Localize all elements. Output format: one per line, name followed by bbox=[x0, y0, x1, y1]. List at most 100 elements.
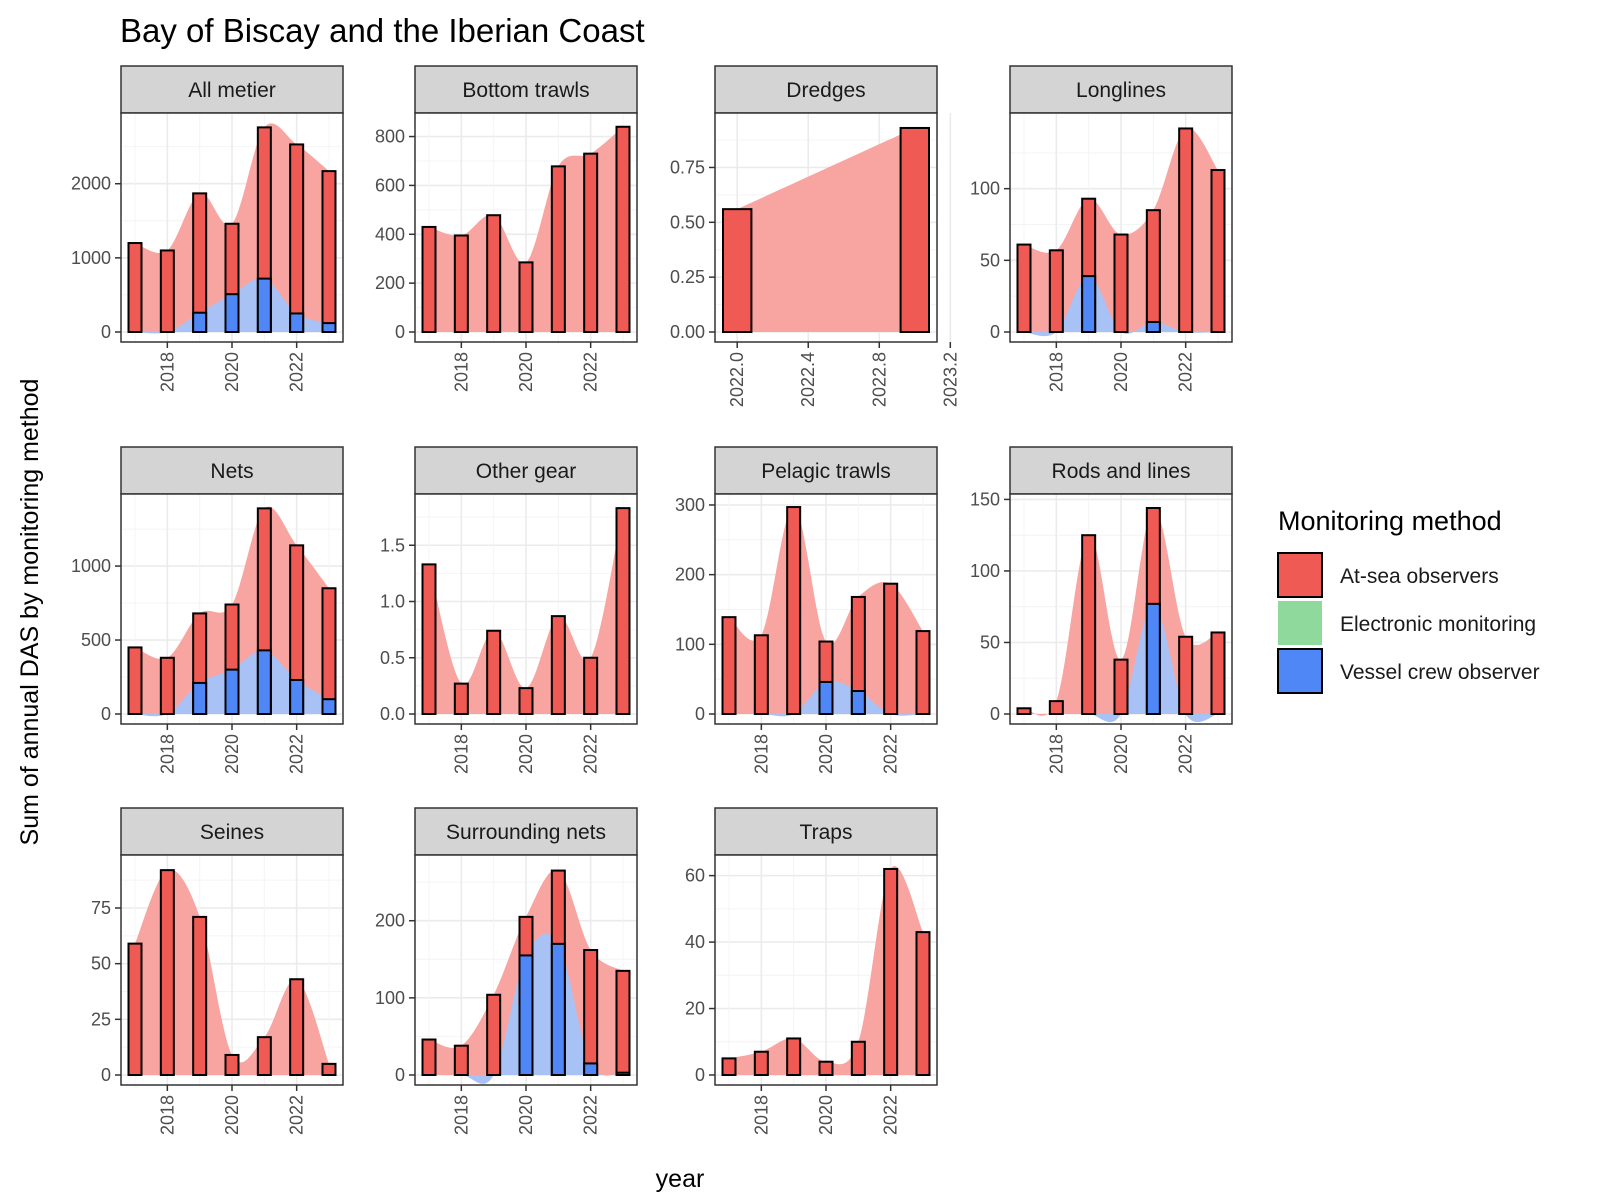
bar-at-sea-observers bbox=[1081, 534, 1097, 716]
bar-vessel-crew-observer bbox=[256, 277, 272, 334]
facet-strip bbox=[120, 65, 344, 114]
bar-at-sea-observers bbox=[883, 582, 899, 716]
bar-at-sea-observers bbox=[1178, 127, 1194, 333]
y-tick-label: 2000 bbox=[71, 174, 111, 194]
bar-at-sea-observers bbox=[127, 242, 143, 333]
y-tick-label: 25 bbox=[91, 1009, 111, 1029]
x-tick-label: 2022 bbox=[287, 352, 307, 392]
y-tick-label: 100 bbox=[970, 179, 1000, 199]
bar-at-sea-observers bbox=[486, 214, 502, 333]
x-tick-label: 2018 bbox=[1046, 734, 1066, 774]
y-tick-label: 0.00 bbox=[670, 322, 705, 342]
x-tick-label: 2022 bbox=[287, 734, 307, 774]
legend-label-at-sea-observers: At-sea observers bbox=[1340, 565, 1499, 588]
x-tick-label: 2022 bbox=[581, 352, 601, 392]
bar-at-sea-observers bbox=[753, 634, 769, 716]
bar-at-sea-observers bbox=[786, 1037, 802, 1077]
y-tick-label: 100 bbox=[375, 988, 405, 1008]
y-tick-label: 0.5 bbox=[380, 648, 405, 668]
facet-panel: Other gear 0.0 0.5 1.0 1.5 2018 2020 2022 bbox=[380, 446, 638, 774]
x-tick-label: 2022 bbox=[881, 734, 901, 774]
bar-at-sea-observers bbox=[550, 165, 566, 333]
bar-at-sea-observers bbox=[453, 1044, 469, 1076]
bar-at-sea-observers bbox=[899, 126, 930, 333]
x-tick-label: 2020 bbox=[1111, 352, 1131, 392]
bar-at-sea-observers bbox=[518, 687, 534, 715]
facet-panel: Surrounding nets 0 100 200 2018 2020 2022 bbox=[375, 807, 638, 1135]
legend-title: Monitoring method bbox=[1278, 506, 1502, 536]
facet-label: Pelagic trawls bbox=[761, 460, 891, 483]
facet-label: Bottom trawls bbox=[462, 79, 589, 102]
legend-key-electronic-monitoring bbox=[1278, 601, 1322, 645]
facet-label: Rods and lines bbox=[1052, 460, 1191, 483]
x-tick-label: 2018 bbox=[157, 1095, 177, 1135]
y-tick-label: 200 bbox=[375, 273, 405, 293]
bar-at-sea-observers bbox=[321, 1062, 337, 1076]
facet-label: Longlines bbox=[1076, 79, 1166, 102]
x-tick-label: 2018 bbox=[1046, 352, 1066, 392]
vessel-crew-observer-area bbox=[1024, 603, 1218, 723]
y-tick-label: 0 bbox=[101, 1065, 111, 1085]
bar-vessel-crew-observer bbox=[289, 678, 305, 715]
x-tick-label: 2022.8 bbox=[869, 352, 889, 407]
y-tick-label: 20 bbox=[685, 999, 705, 1019]
x-tick-label: 2018 bbox=[451, 352, 471, 392]
x-tick-label: 2020 bbox=[222, 734, 242, 774]
facet-strip bbox=[1009, 65, 1233, 114]
bar-vessel-crew-observer bbox=[192, 311, 208, 334]
y-tick-label: 300 bbox=[675, 495, 705, 515]
bar-at-sea-observers bbox=[159, 656, 175, 715]
facet-label: Other gear bbox=[476, 460, 576, 483]
bar-at-sea-observers bbox=[721, 1057, 737, 1077]
bar-at-sea-observers bbox=[1016, 243, 1032, 333]
bar-at-sea-observers bbox=[256, 1036, 272, 1076]
facet-label: Surrounding nets bbox=[446, 821, 606, 844]
facet-label: Dredges bbox=[786, 79, 865, 102]
y-tick-label: 0 bbox=[990, 322, 1000, 342]
x-tick-label: 2022.0 bbox=[727, 352, 747, 407]
facet-panel: Rods and lines 0 50 100 150 2018 2020 2022 bbox=[970, 446, 1233, 774]
y-tick-label: 1.0 bbox=[380, 592, 405, 612]
legend-key-at-sea-observers bbox=[1277, 552, 1323, 598]
legend-label-vessel-crew-observer: Vessel crew observer bbox=[1340, 661, 1540, 684]
y-tick-label: 50 bbox=[91, 954, 111, 974]
x-tick-label: 2018 bbox=[451, 1095, 471, 1135]
y-tick-label: 1000 bbox=[71, 556, 111, 576]
bar-at-sea-observers bbox=[321, 587, 337, 716]
at-sea-observers-area bbox=[729, 865, 923, 1075]
y-tick-label: 200 bbox=[375, 911, 405, 931]
bar-at-sea-observers bbox=[721, 616, 737, 715]
at-sea-observers-area bbox=[135, 869, 329, 1075]
facet-strip bbox=[414, 65, 638, 114]
bar-vessel-crew-observer bbox=[583, 1062, 599, 1077]
y-tick-label: 200 bbox=[675, 565, 705, 585]
bar-at-sea-observers bbox=[1113, 233, 1129, 334]
bar-at-sea-observers bbox=[453, 682, 469, 715]
bar-at-sea-observers bbox=[615, 969, 631, 1076]
x-tick-label: 2020 bbox=[222, 352, 242, 392]
bar-at-sea-observers bbox=[321, 170, 337, 333]
bar-vessel-crew-observer bbox=[224, 293, 240, 334]
bar-at-sea-observers bbox=[915, 931, 931, 1076]
panel-border bbox=[714, 112, 938, 343]
bar-vessel-crew-observer bbox=[550, 942, 566, 1076]
facet-panel: All metier 0 1000 2000 2018 2020 2022 bbox=[71, 65, 344, 392]
y-tick-label: 40 bbox=[685, 932, 705, 952]
y-axis-title: Sum of annual DAS by monitoring method bbox=[16, 379, 44, 846]
facet-label: Seines bbox=[200, 821, 264, 844]
x-tick-label: 2020 bbox=[222, 1095, 242, 1135]
bar-at-sea-observers bbox=[1178, 635, 1194, 715]
x-tick-label: 2018 bbox=[157, 734, 177, 774]
bar-vessel-crew-observer bbox=[321, 698, 337, 716]
bar-at-sea-observers bbox=[753, 1050, 769, 1076]
x-tick-label: 2018 bbox=[157, 352, 177, 392]
y-tick-label: 600 bbox=[375, 175, 405, 195]
at-sea-observers-area bbox=[729, 507, 923, 714]
facet-label: Nets bbox=[210, 460, 253, 483]
bar-at-sea-observers bbox=[127, 646, 143, 716]
legend: Monitoring method At-sea observers Elect… bbox=[1277, 506, 1540, 694]
y-tick-label: 1000 bbox=[71, 248, 111, 268]
bar-at-sea-observers bbox=[453, 234, 469, 334]
